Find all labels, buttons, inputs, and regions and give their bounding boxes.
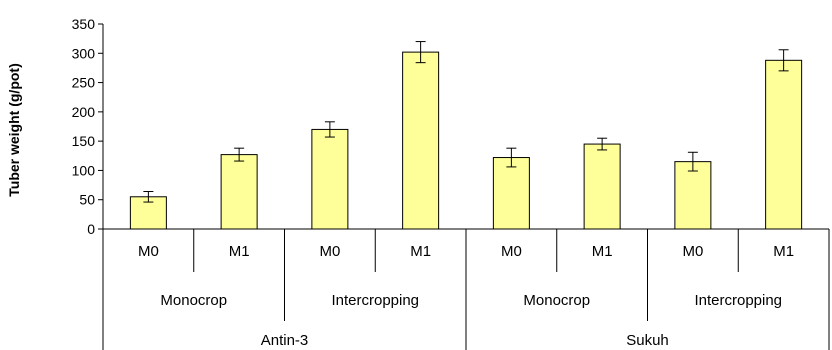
bar: [402, 51, 440, 230]
x-label-treatment: M0: [501, 243, 522, 260]
x-label-treatment: M1: [592, 243, 613, 260]
y-tick-label: 100: [72, 162, 96, 178]
x-axis-categories: M0 M1 M0 M1 M0 M1 M0 M1 Monocrop Intercropping Mon…: [102, 228, 830, 350]
y-tick-label: 0: [87, 221, 95, 237]
y-tick-label: 200: [72, 104, 96, 120]
x-label-cropping: Intercropping: [694, 292, 782, 309]
x-label-treatment: M0: [682, 243, 703, 260]
y-tick-label: 300: [72, 45, 96, 61]
bar: [765, 59, 803, 230]
y-tick-label: 250: [72, 75, 96, 91]
x-label-variety: Sukuh: [626, 332, 669, 349]
y-tick-label: 50: [79, 192, 95, 208]
y-axis: 0 50 100 150 200 250 300 350: [72, 16, 104, 237]
y-axis-title: Tuber weight (g/pot): [6, 63, 22, 197]
x-label-treatment: M0: [319, 243, 340, 260]
x-label-cropping: Monocrop: [160, 292, 227, 309]
y-tick-label: 150: [72, 133, 96, 149]
bars: [129, 41, 803, 230]
x-label-treatment: M0: [138, 243, 159, 260]
bar: [674, 161, 712, 230]
x-label-treatment: M1: [773, 243, 794, 260]
x-label-treatment: M1: [229, 243, 250, 260]
x-label-treatment: M1: [410, 243, 431, 260]
bar: [492, 157, 530, 230]
x-label-variety: Antin-3: [261, 332, 309, 349]
x-label-cropping: Intercropping: [331, 292, 419, 309]
y-tick-label: 350: [72, 16, 96, 32]
bar: [583, 143, 621, 230]
x-label-cropping: Monocrop: [523, 292, 590, 309]
bar: [311, 128, 349, 230]
bar: [220, 154, 258, 230]
